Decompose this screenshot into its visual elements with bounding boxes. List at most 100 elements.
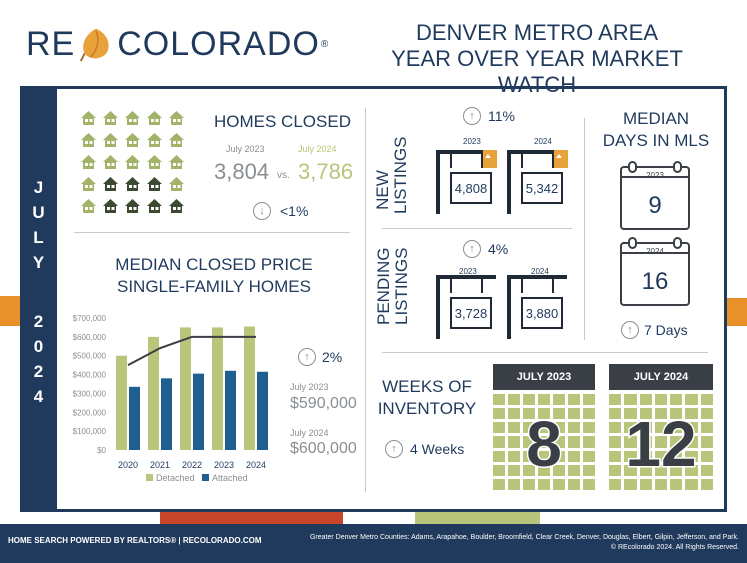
- week-cell: [685, 422, 698, 434]
- period-band: [20, 86, 57, 512]
- bar-detached: [212, 327, 223, 450]
- pending-listings-title-line-1: PENDING: [374, 247, 393, 325]
- divider: [382, 352, 708, 353]
- divider: [584, 118, 585, 340]
- inventory-2023-header: JULY 2023: [493, 364, 595, 390]
- vs-label: vs.: [277, 170, 290, 181]
- footer-link[interactable]: HOME SEARCH POWERED BY REALTORS® | RECOL…: [8, 536, 262, 545]
- x-tick-label: 2020: [118, 460, 138, 470]
- week-cell: [568, 408, 580, 420]
- new-listings-title-line-1: NEW: [373, 170, 392, 210]
- month-letter: J: [33, 178, 44, 197]
- week-cell: [508, 422, 520, 434]
- inventory-title-line-2: INVENTORY: [377, 399, 477, 418]
- week-cell: [700, 478, 713, 490]
- house-icon: [169, 133, 184, 147]
- new-listings-change: 11%: [488, 108, 515, 124]
- median-price-change: 2%: [322, 349, 343, 365]
- week-cell: [700, 436, 713, 448]
- x-tick-label: 2022: [182, 460, 202, 470]
- week-cell: [654, 394, 668, 406]
- content-frame: [20, 86, 727, 512]
- house-icon: [103, 111, 118, 125]
- bar-attached: [193, 373, 204, 450]
- week-cell: [670, 436, 683, 448]
- median-price-chart: $700,000 $600,000 $500,000 $400,000 $300,000…: [73, 314, 268, 483]
- week-cell: [639, 464, 652, 476]
- week-cell: [624, 408, 637, 420]
- week-cell: [700, 450, 713, 462]
- median-price-line: [127, 335, 256, 367]
- house-icon: [103, 133, 118, 147]
- page-title: DENVER METRO AREA YEAR OVER YEAR MARKET …: [357, 20, 717, 98]
- week-cell: [583, 422, 595, 434]
- week-cell: [609, 450, 622, 462]
- title-line-2: YEAR OVER YEAR MARKET WATCH: [391, 46, 683, 97]
- price-label-2023: July 2023: [290, 382, 329, 392]
- week-cell: [523, 436, 535, 448]
- week-cell: [523, 464, 535, 476]
- house-icon: [169, 177, 184, 191]
- price-value-2024: $600,000: [290, 440, 357, 457]
- divider: [74, 232, 350, 233]
- week-cell: [654, 450, 668, 462]
- down-arrow-icon: ↓: [253, 202, 271, 220]
- days-title-line-1: MEDIAN: [622, 109, 690, 128]
- week-cell: [639, 394, 652, 406]
- x-tick-label: 2021: [150, 460, 170, 470]
- days-in-mls-title: MEDIAN DAYS IN MLS: [594, 108, 718, 152]
- month-letter: U: [32, 203, 45, 222]
- week-cell: [624, 422, 637, 434]
- pending-listings-change: 4%: [488, 241, 509, 257]
- days-change: 7 Days: [644, 322, 688, 338]
- year-digit: 4: [33, 387, 44, 406]
- sign-post-icon: [436, 275, 496, 339]
- house-icon: [169, 199, 184, 213]
- week-cell: [639, 450, 652, 462]
- week-cell: [583, 464, 595, 476]
- week-cell: [583, 478, 595, 490]
- homes-closed-2024: 3,786: [298, 159, 354, 184]
- house-icon: [81, 199, 96, 213]
- bar-detached: [148, 336, 159, 450]
- week-cell: [553, 408, 565, 420]
- year-digit: 2: [33, 362, 44, 381]
- house-icon: [125, 133, 140, 147]
- week-cell: [654, 408, 668, 420]
- week-cell: [609, 478, 622, 490]
- calendar-2024-icon: 2024 16: [620, 237, 690, 306]
- week-cell: [493, 478, 505, 490]
- logo-text-re: RE: [26, 24, 76, 63]
- recolorado-logo[interactable]: RE COLORADO ®: [26, 24, 329, 64]
- week-cell: [523, 450, 535, 462]
- aspen-leaf-icon: [80, 28, 109, 62]
- month-letter: L: [33, 228, 44, 247]
- inventory-2023-calendar: [493, 394, 595, 490]
- week-cell: [685, 394, 698, 406]
- up-arrow-icon: ↑: [463, 240, 481, 258]
- house-icon: [125, 177, 140, 191]
- calendar-2023-icon: 2023 9: [620, 161, 690, 230]
- footer-copyright: © REcolorado 2024. All Rights Reserved.: [610, 544, 739, 551]
- week-cell: [538, 450, 550, 462]
- week-cell: [508, 450, 520, 462]
- house-icon: [103, 199, 118, 213]
- week-cell: [685, 464, 698, 476]
- week-cell: [508, 408, 520, 420]
- house-icon: [103, 155, 118, 169]
- new-label-2024: 2024: [534, 137, 552, 146]
- week-cell: [609, 394, 622, 406]
- week-cell: [700, 408, 713, 420]
- footer-disclaimer: Greater Denver Metro Counties: Adams, Ar…: [310, 533, 739, 553]
- days-2023: 9: [648, 192, 662, 219]
- for-sale-sign-icon: [507, 150, 568, 214]
- divider: [382, 228, 572, 229]
- week-cell: [583, 394, 595, 406]
- house-icon: [147, 155, 162, 169]
- house-icon: [169, 155, 184, 169]
- bar-attached: [225, 370, 236, 450]
- house-icon: [147, 199, 162, 213]
- week-cell: [654, 478, 668, 490]
- week-cell: [568, 450, 580, 462]
- y-tick-label: $600,000: [73, 333, 107, 342]
